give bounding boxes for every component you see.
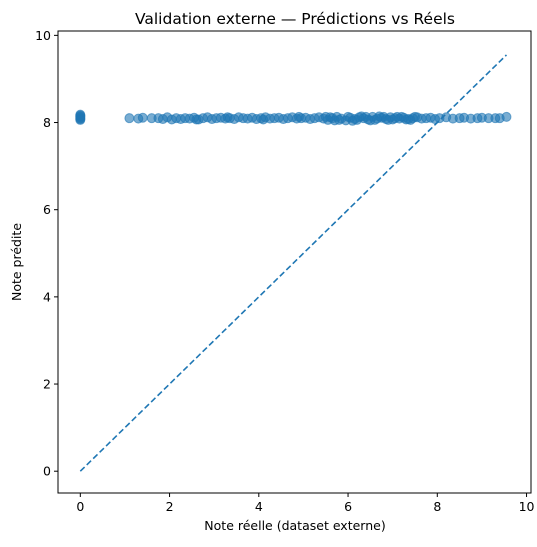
x-tick-label: 4	[255, 499, 263, 514]
y-axis-ticks: 0 2 4 6 8 10	[35, 28, 58, 479]
y-tick-label: 0	[43, 464, 51, 479]
data-point	[124, 113, 135, 124]
data-point	[293, 111, 304, 122]
y-tick-label: 8	[43, 115, 51, 130]
x-axis-label: Note réelle (dataset externe)	[204, 518, 385, 533]
data-point	[191, 114, 202, 125]
y-axis-label: Note prédite	[9, 223, 24, 301]
data-point	[409, 111, 420, 122]
x-tick-label: 2	[166, 499, 174, 514]
data-point	[374, 111, 385, 122]
data-point	[365, 115, 376, 126]
data-point	[347, 115, 358, 126]
data-point	[75, 114, 86, 125]
data-point	[258, 114, 269, 125]
x-axis-ticks: 0 2 4 6 8 10	[76, 493, 535, 514]
x-tick-label: 10	[519, 499, 535, 514]
y-tick-label: 4	[43, 289, 51, 304]
x-tick-label: 6	[344, 499, 352, 514]
data-point	[501, 111, 512, 122]
data-point	[392, 111, 403, 122]
reference-line-group	[79, 54, 508, 472]
plot-area-frame	[57, 30, 532, 494]
data-point	[383, 114, 394, 125]
chart-title: Validation externe — Prédictions vs Réel…	[135, 10, 455, 28]
y-tick-label: 6	[43, 202, 51, 217]
data-point	[401, 114, 412, 125]
y-tick-label: 10	[35, 28, 51, 43]
data-point	[356, 111, 367, 122]
y-tick-label: 2	[43, 377, 51, 392]
data-point	[222, 112, 233, 123]
x-tick-label: 0	[76, 499, 84, 514]
data-point	[329, 115, 340, 126]
reference-line	[79, 54, 508, 472]
data-point	[320, 111, 331, 122]
data-points	[75, 109, 512, 126]
x-tick-label: 8	[433, 499, 441, 514]
data-point	[137, 112, 148, 123]
